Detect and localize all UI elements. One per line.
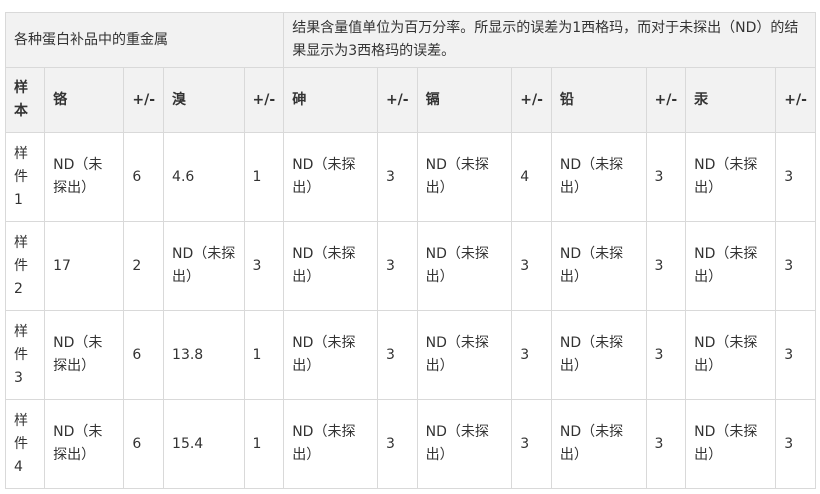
table-cell: 样件2 <box>4 221 46 311</box>
table-cell: 3 <box>645 221 687 311</box>
table-cell: 3 <box>645 310 687 400</box>
header-row: 样本铬 +/- 溴 +/- 砷 +/- 镉 +/- 铅 +/- 汞 +/- <box>4 67 816 133</box>
column-header: +/- <box>243 67 285 133</box>
table-cell: 1 <box>243 399 285 489</box>
table-cell: ND（未探出） <box>416 132 513 222</box>
table-cell: ND（未探出） <box>550 310 647 400</box>
table-caption: 各种蛋白补品中的重金属 <box>4 12 285 68</box>
table-cell: ND（未探出） <box>44 132 125 222</box>
table-cell: ND（未探出） <box>416 221 513 311</box>
table-cell: 3 <box>376 132 418 222</box>
table-cell: 3 <box>775 221 816 311</box>
table-cell: 13.8 <box>163 310 245 400</box>
table-cell: ND（未探出） <box>685 221 777 311</box>
column-header: 砷 <box>283 67 378 133</box>
table-cell: 3 <box>645 399 687 489</box>
table-cell: 3 <box>376 221 418 311</box>
table-cell: 6 <box>123 132 165 222</box>
column-header: +/- <box>645 67 687 133</box>
table-cell: 3 <box>511 399 552 489</box>
table-row: 样件4 ND（未探出） 6 15.4 1 ND（未探出） 3 ND（未探出） 3 ND（未探出） 3… <box>4 399 816 489</box>
column-header: +/- <box>123 67 165 133</box>
table-cell: 3 <box>511 310 552 400</box>
table-row: 样件2 17 2 ND（未探出） 3 ND（未探出） 3 ND（未探出） 3 ND（未探出） 3 ND… <box>4 221 816 311</box>
table-cell: 4.6 <box>163 132 245 222</box>
column-header: 样本 <box>4 67 46 133</box>
table-cell: 2 <box>123 221 165 311</box>
table-cell: 样件1 <box>4 132 46 222</box>
table-cell: 3 <box>511 221 552 311</box>
table-cell: ND（未探出） <box>550 399 647 489</box>
table-cell: 6 <box>123 399 165 489</box>
column-header: 镉 <box>416 67 513 133</box>
table-cell: 15.4 <box>163 399 245 489</box>
table-cell: 6 <box>123 310 165 400</box>
table-cell: 3 <box>775 310 816 400</box>
table-cell: ND（未探出） <box>685 310 777 400</box>
table-cell: 3 <box>775 399 816 489</box>
title-row: 各种蛋白补品中的重金属 结果含量值单位为百万分率。所显示的误差为1西格玛，而对于… <box>4 12 816 68</box>
column-header: 铅 <box>550 67 647 133</box>
table-cell: ND（未探出） <box>283 310 378 400</box>
table-cell: 3 <box>376 310 418 400</box>
table-cell: 17 <box>44 221 125 311</box>
table-cell: ND（未探出） <box>44 310 125 400</box>
heavy-metals-table: 各种蛋白补品中的重金属 结果含量值单位为百万分率。所显示的误差为1西格玛，而对于… <box>4 12 816 489</box>
table-cell: 样件3 <box>4 310 46 400</box>
table-cell: 3 <box>775 132 816 222</box>
table-cell: ND（未探出） <box>685 399 777 489</box>
table-cell: ND（未探出） <box>283 399 378 489</box>
column-header: +/- <box>775 67 816 133</box>
table-cell: 3 <box>645 132 687 222</box>
table-cell: 1 <box>243 132 285 222</box>
table-cell: ND（未探出） <box>283 221 378 311</box>
table-cell: 1 <box>243 310 285 400</box>
column-header: 铬 <box>44 67 125 133</box>
table-cell: 4 <box>511 132 552 222</box>
table-cell: 3 <box>243 221 285 311</box>
table-cell: 样件4 <box>4 399 46 489</box>
column-header: +/- <box>511 67 552 133</box>
column-header: +/- <box>376 67 418 133</box>
column-header: 汞 <box>685 67 777 133</box>
table-cell: ND（未探出） <box>550 221 647 311</box>
table-row: 样件3 ND（未探出） 6 13.8 1 ND（未探出） 3 ND（未探出） 3 ND（未探出） 3… <box>4 310 816 400</box>
units-note: 结果含量值单位为百万分率。所显示的误差为1西格玛，而对于未探出（ND）的结果显示… <box>283 12 816 68</box>
table-cell: ND（未探出） <box>44 399 125 489</box>
table-cell: ND（未探出） <box>163 221 245 311</box>
table-cell: ND（未探出） <box>416 399 513 489</box>
table-row: 样件1 ND（未探出） 6 4.6 1 ND（未探出） 3 ND（未探出） 4 ND（未探出） 3 N… <box>4 132 816 222</box>
table-cell: ND（未探出） <box>550 132 647 222</box>
table-cell: 3 <box>376 399 418 489</box>
table-cell: ND（未探出） <box>685 132 777 222</box>
table-cell: ND（未探出） <box>416 310 513 400</box>
table-cell: ND（未探出） <box>283 132 378 222</box>
column-header: 溴 <box>163 67 245 133</box>
